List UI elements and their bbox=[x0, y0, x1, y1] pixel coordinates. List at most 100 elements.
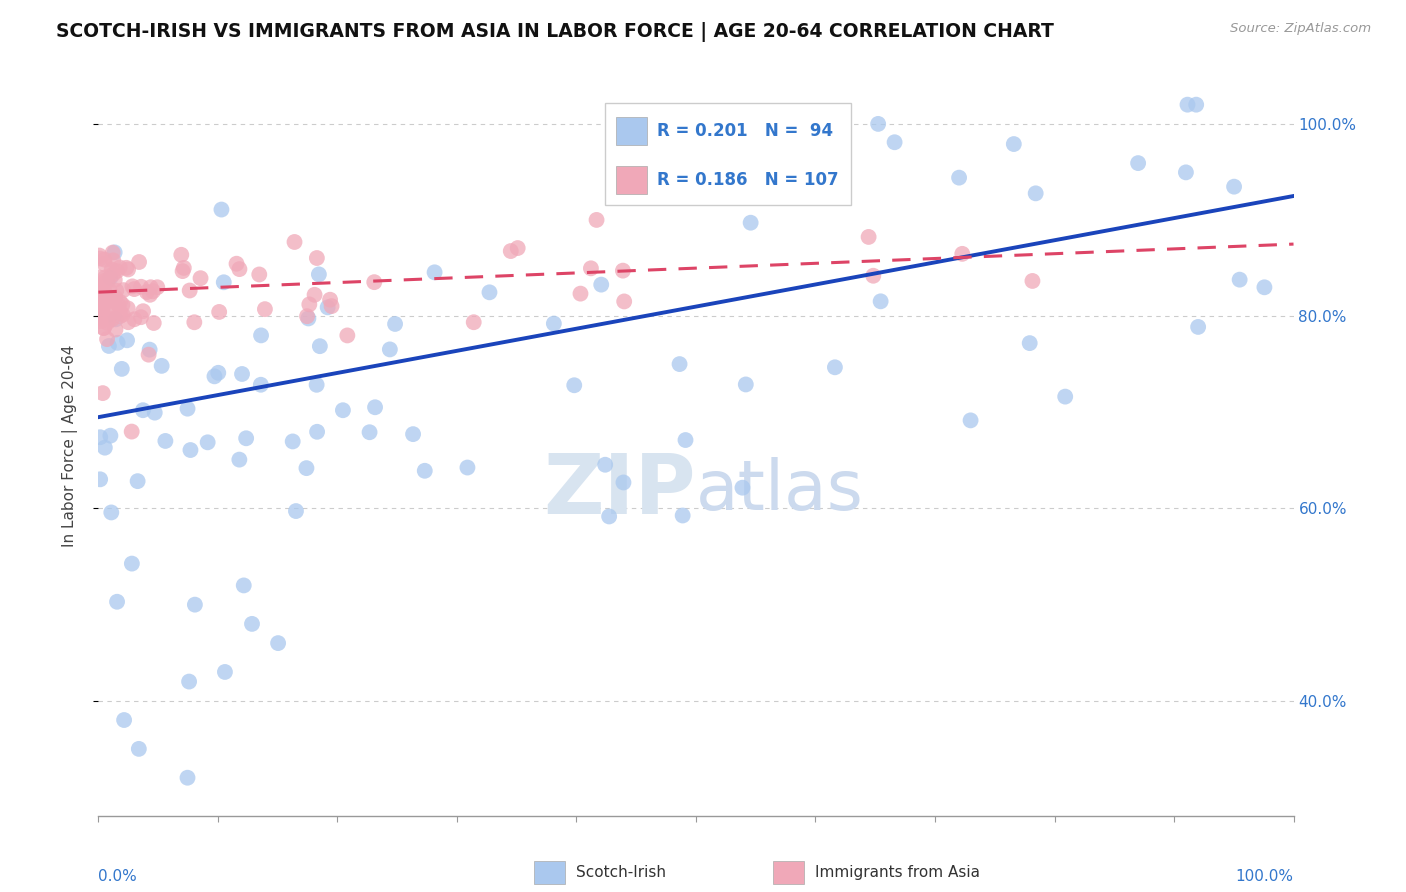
Text: ZIP: ZIP bbox=[544, 450, 696, 531]
Point bbox=[108, 309, 131, 323]
Point bbox=[336, 328, 359, 343]
Point bbox=[150, 359, 173, 373]
Point bbox=[112, 283, 135, 297]
Point bbox=[173, 260, 195, 275]
Point bbox=[93, 321, 115, 335]
Point bbox=[96, 289, 118, 303]
Point bbox=[87, 304, 110, 318]
Point bbox=[190, 271, 212, 285]
Point bbox=[359, 425, 381, 440]
Point bbox=[250, 377, 273, 392]
Point bbox=[96, 332, 118, 346]
Point bbox=[91, 308, 114, 322]
Point bbox=[89, 305, 111, 319]
Point bbox=[569, 286, 592, 301]
Point bbox=[142, 316, 165, 330]
Point bbox=[91, 301, 114, 316]
Point bbox=[1185, 97, 1208, 112]
Text: 0.0%: 0.0% bbox=[98, 869, 138, 884]
Point bbox=[281, 434, 304, 449]
Point bbox=[107, 297, 129, 311]
Point bbox=[868, 117, 890, 131]
Point bbox=[298, 297, 321, 311]
Point bbox=[831, 117, 853, 131]
Point bbox=[1021, 274, 1043, 288]
Text: R = 0.186   N = 107: R = 0.186 N = 107 bbox=[657, 171, 838, 189]
Point bbox=[675, 433, 697, 447]
Point bbox=[93, 281, 115, 295]
Point bbox=[499, 244, 522, 258]
Point bbox=[363, 275, 385, 289]
Point bbox=[612, 263, 634, 277]
Point bbox=[613, 294, 636, 309]
Point bbox=[93, 321, 115, 335]
Point bbox=[364, 401, 387, 415]
Point bbox=[96, 292, 118, 306]
Point bbox=[598, 509, 620, 524]
Point bbox=[858, 230, 880, 244]
Point bbox=[378, 343, 401, 357]
Point bbox=[305, 251, 328, 265]
Point bbox=[591, 277, 613, 292]
Point bbox=[543, 317, 565, 331]
Point bbox=[143, 406, 166, 420]
Point bbox=[197, 435, 219, 450]
Text: Immigrants from Asia: Immigrants from Asia bbox=[815, 865, 980, 880]
Point bbox=[177, 674, 200, 689]
Point bbox=[734, 377, 756, 392]
Point bbox=[402, 427, 425, 442]
Point bbox=[91, 285, 114, 299]
Point bbox=[142, 284, 165, 298]
Point bbox=[87, 288, 110, 302]
Point bbox=[170, 248, 193, 262]
Point bbox=[89, 472, 111, 486]
Point bbox=[208, 305, 231, 319]
Point bbox=[297, 311, 319, 326]
Point bbox=[1174, 165, 1197, 179]
Point bbox=[91, 295, 114, 310]
Point bbox=[91, 293, 114, 307]
Point bbox=[135, 285, 157, 299]
Point bbox=[94, 257, 117, 271]
Point bbox=[308, 268, 330, 282]
Point bbox=[231, 367, 253, 381]
Point bbox=[121, 557, 143, 571]
Point bbox=[319, 293, 342, 307]
Point bbox=[307, 425, 329, 439]
Point bbox=[562, 378, 585, 392]
Point bbox=[90, 314, 112, 328]
Point bbox=[91, 278, 114, 293]
Point bbox=[176, 771, 198, 785]
Point bbox=[228, 452, 250, 467]
Point bbox=[614, 136, 637, 150]
Point bbox=[155, 434, 177, 448]
Point bbox=[283, 235, 305, 249]
Point bbox=[117, 262, 139, 277]
Point bbox=[132, 304, 155, 318]
Point bbox=[111, 298, 134, 312]
Point bbox=[87, 270, 110, 285]
Point bbox=[139, 287, 162, 301]
Point bbox=[506, 241, 529, 255]
Text: Source: ZipAtlas.com: Source: ZipAtlas.com bbox=[1230, 22, 1371, 36]
Point bbox=[668, 357, 690, 371]
Text: atlas: atlas bbox=[696, 457, 863, 524]
Point bbox=[94, 270, 117, 285]
Point bbox=[132, 403, 155, 417]
Point bbox=[184, 598, 207, 612]
Point bbox=[96, 316, 118, 330]
Point bbox=[869, 294, 891, 309]
Point bbox=[104, 312, 127, 326]
Point bbox=[463, 315, 485, 329]
Point bbox=[959, 413, 981, 427]
Point bbox=[883, 135, 905, 149]
Point bbox=[91, 386, 114, 401]
Point bbox=[104, 290, 127, 304]
Point bbox=[172, 264, 194, 278]
Point bbox=[207, 366, 229, 380]
Text: R = 0.201   N =  94: R = 0.201 N = 94 bbox=[657, 122, 832, 140]
Point bbox=[138, 343, 160, 357]
Point bbox=[585, 213, 607, 227]
Point bbox=[100, 262, 122, 277]
Point bbox=[129, 280, 152, 294]
